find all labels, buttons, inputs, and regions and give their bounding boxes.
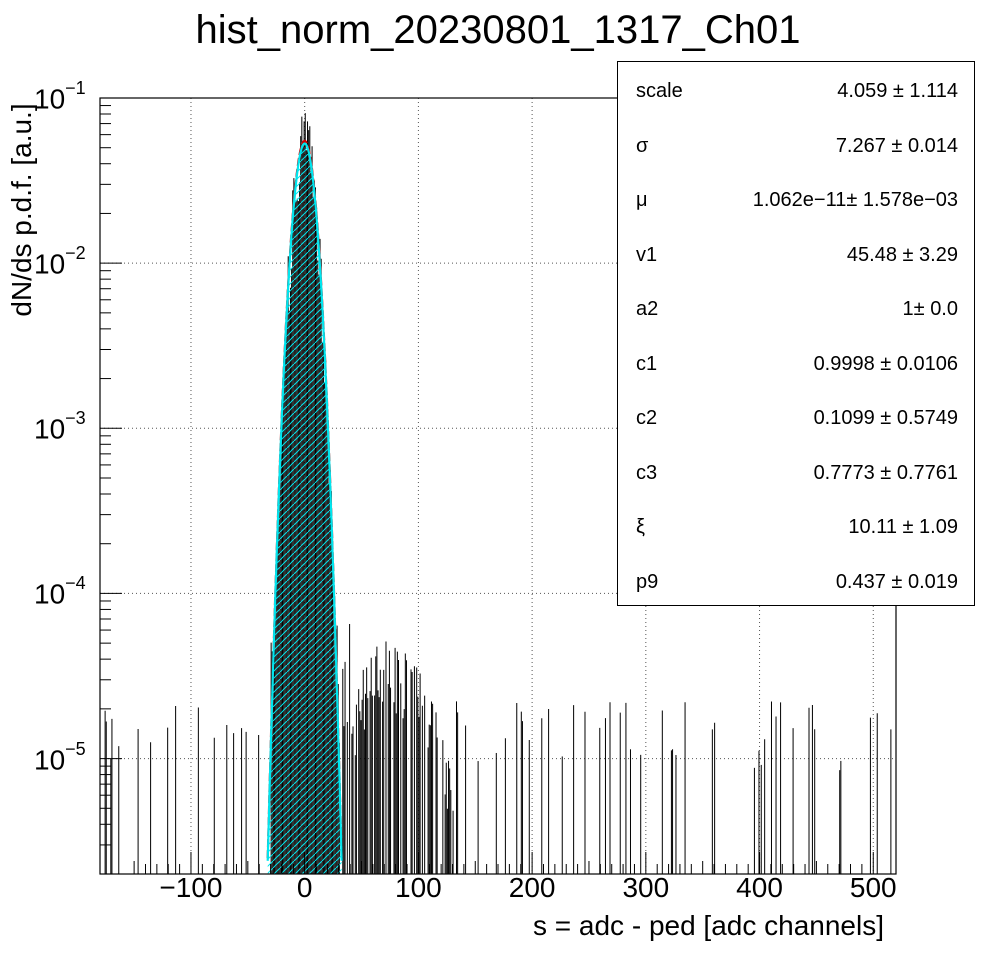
pedestal-curve	[266, 142, 343, 861]
stat-name: v1	[636, 243, 658, 266]
x-tick-label: 300	[622, 872, 670, 903]
stat-value: 1.062e−11± 1.578e−03	[752, 189, 958, 211]
x-axis-label: s = adc - ped [adc channels]	[533, 910, 884, 941]
fit-curves	[266, 139, 343, 874]
stat-name: σ	[636, 134, 649, 157]
stat-name: c3	[636, 461, 658, 484]
stat-value: 0.7773 ± 0.7761	[813, 461, 958, 484]
stat-name: c2	[636, 407, 658, 429]
stat-name: c1	[636, 352, 658, 375]
stat-row: ξ 10.11 ± 1.09	[618, 516, 974, 546]
fit-stats-box: scale 4.059 ± 1.114 σ 7.267 ± 0.014 μ 1.062e−…	[617, 61, 975, 606]
y-tick-label: 10−5	[34, 738, 86, 775]
stat-value: 7.267 ± 0.014	[835, 134, 958, 157]
stat-name: ξ	[636, 516, 645, 538]
stat-value: 0.437 ± 0.019	[835, 570, 958, 593]
stat-name: a2	[636, 298, 659, 320]
stat-value: 4.059 ± 1.114	[837, 80, 958, 102]
stat-value: 45.48 ± 3.29	[846, 243, 958, 266]
axis-ticks	[100, 97, 874, 875]
stat-row: c3 0.7773 ± 0.7761	[618, 462, 974, 492]
y-tick-label: 10−1	[34, 78, 86, 115]
stat-row: v1 45.48 ± 3.29	[618, 244, 974, 274]
y-axis-label: dN/ds p.d.f. [a.u.]	[6, 103, 37, 317]
x-tick-label: 0	[296, 872, 313, 903]
x-tick-label: −100	[159, 872, 223, 903]
x-tick-label: 100	[395, 872, 442, 903]
stat-value: 10.11 ± 1.09	[848, 516, 958, 538]
stat-value: 1± 0.0	[902, 298, 958, 320]
y-tick-label: 10−2	[34, 243, 86, 280]
stat-row: c2 0.1099 ± 0.5749	[618, 407, 974, 437]
stat-row: scale 4.059 ± 1.114	[618, 80, 974, 110]
stat-row: a2 1± 0.0	[618, 298, 974, 328]
x-tick-label: 500	[849, 872, 897, 903]
y-tick-label: 10−4	[34, 573, 86, 610]
stat-row: σ 7.267 ± 0.014	[618, 135, 974, 165]
stat-name: scale	[636, 80, 683, 102]
x-tick-label: 400	[736, 872, 783, 903]
stat-row: p9 0.437 ± 0.019	[618, 571, 974, 601]
stat-name: p9	[636, 570, 659, 593]
y-tick-label: 10−3	[34, 408, 86, 445]
stat-value: 0.9998 ± 0.0106	[813, 352, 958, 375]
chart-title: hist_norm_20230801_1317_Ch01	[195, 8, 801, 52]
stat-name: μ	[636, 189, 648, 211]
stat-row: c1 0.9998 ± 0.0106	[618, 353, 974, 383]
stat-value: 0.1099 ± 0.5749	[813, 407, 958, 429]
stat-row: μ 1.062e−11± 1.578e−03	[618, 189, 974, 219]
x-tick-label: 200	[508, 872, 556, 903]
